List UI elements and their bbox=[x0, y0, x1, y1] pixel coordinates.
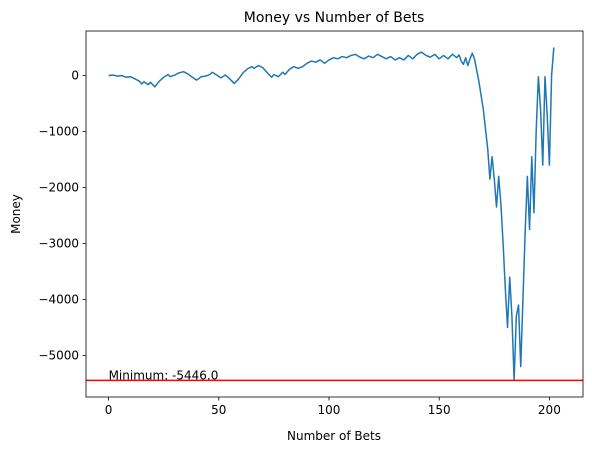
chart-title: Money vs Number of Bets bbox=[244, 10, 425, 26]
y-tick-label: −4000 bbox=[38, 292, 79, 306]
x-tick-label: 100 bbox=[318, 403, 341, 417]
plot-area bbox=[86, 31, 583, 397]
y-tick-label: −5000 bbox=[38, 348, 79, 362]
data-line bbox=[108, 47, 555, 382]
x-tick-label: 200 bbox=[538, 403, 561, 417]
x-tick-label: 50 bbox=[211, 403, 226, 417]
axes-frame bbox=[85, 30, 584, 398]
y-tick-label: −2000 bbox=[38, 181, 79, 195]
x-tick-label: 150 bbox=[428, 403, 451, 417]
x-axis-label: Number of Bets bbox=[287, 429, 381, 443]
y-tick-label: −3000 bbox=[38, 236, 79, 250]
y-axis-label: Money bbox=[9, 194, 23, 234]
x-tick-label: 0 bbox=[105, 403, 113, 417]
y-tick-label: −1000 bbox=[38, 125, 79, 139]
y-tick-label: 0 bbox=[71, 69, 79, 83]
minimum-annotation: Minimum: -5446.0 bbox=[109, 368, 219, 382]
